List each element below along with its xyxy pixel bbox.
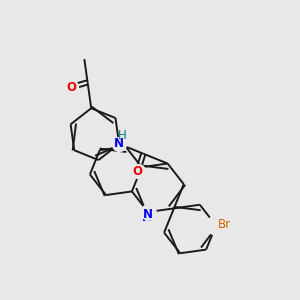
Text: N: N xyxy=(142,211,152,224)
Text: N: N xyxy=(142,211,152,224)
Text: O: O xyxy=(66,81,76,94)
Text: O: O xyxy=(133,165,143,178)
Text: N: N xyxy=(143,208,153,221)
Text: Br: Br xyxy=(218,218,231,231)
Text: H: H xyxy=(118,129,127,142)
Text: N: N xyxy=(114,137,124,150)
